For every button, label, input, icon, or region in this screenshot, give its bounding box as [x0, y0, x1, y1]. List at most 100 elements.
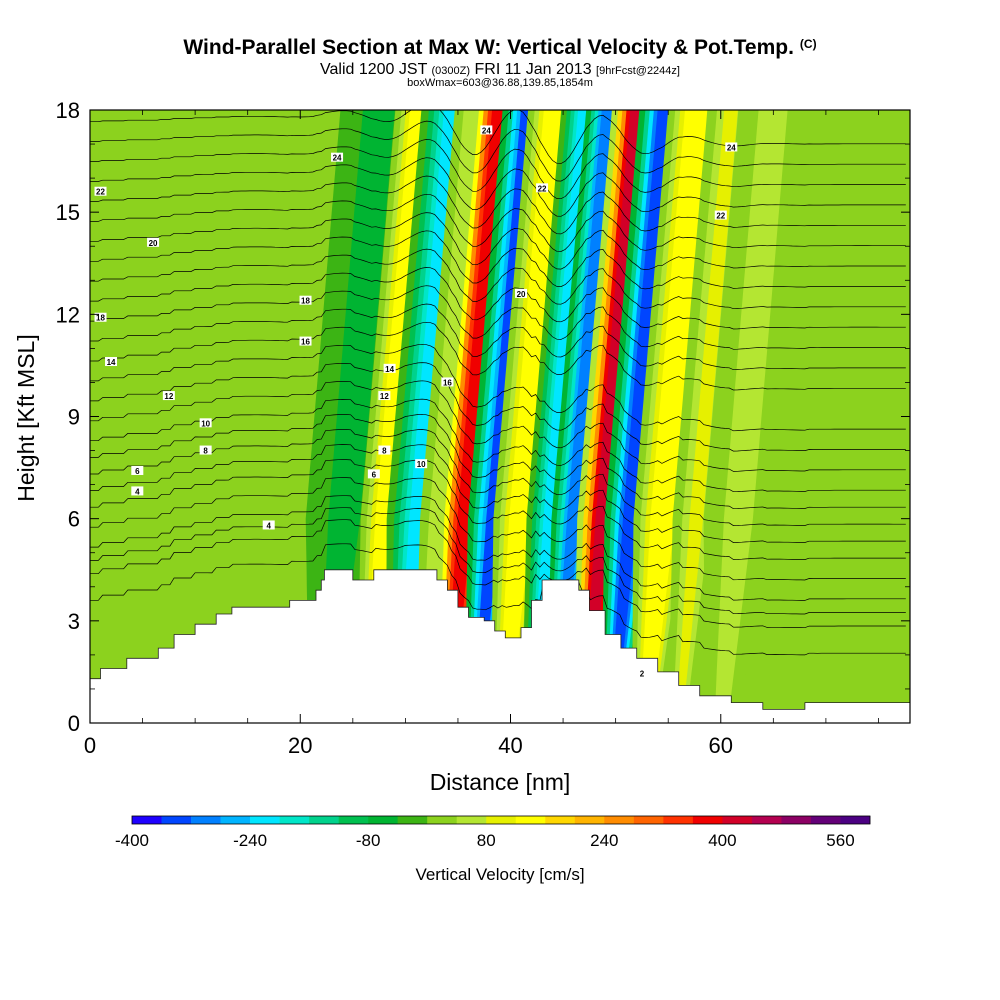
- theta-contour-3: [90, 495, 906, 601]
- contour-label-12: 14: [383, 363, 396, 374]
- theta-contour-12: [90, 343, 906, 432]
- contour-label-bg: [367, 469, 380, 479]
- y-tick-label: 6: [68, 507, 80, 532]
- theta-contour-24: [90, 120, 906, 182]
- contour-label-bg: [331, 152, 344, 162]
- contour-label-bg: [536, 183, 549, 193]
- terrain-fill: [90, 569, 910, 723]
- contour-label-1: 4: [262, 520, 275, 530]
- colorbar-swatch: [427, 816, 458, 824]
- theta-contour-15: [90, 285, 906, 350]
- contour-label-text: 6: [372, 470, 377, 479]
- contour-label-bg: [131, 486, 144, 496]
- theta-contour-11: [90, 362, 906, 452]
- axes: 0 20 40 60 0 3 6 9 12 15 18: [56, 98, 910, 758]
- contour-label-text: 18: [96, 314, 105, 323]
- colorbar-swatch: [161, 816, 192, 824]
- contour-label-10: 12: [378, 391, 391, 401]
- theta-contour-22: [90, 157, 906, 217]
- colorbar-label: 560: [826, 831, 854, 850]
- contour-label-7: 10: [199, 418, 212, 428]
- colorbar-swatch: [220, 816, 251, 824]
- contour-label-text: 4: [266, 521, 271, 530]
- theta-contour-23: [90, 139, 906, 200]
- colorbar-swatch: [633, 816, 664, 824]
- contour-label-text: 22: [96, 188, 105, 197]
- theta-contour-8: [90, 413, 906, 510]
- contour-label-text: 24: [727, 143, 736, 152]
- contour-label-text: 12: [164, 392, 173, 401]
- x-tick-label: 0: [84, 733, 96, 758]
- colorbar-frame: [131, 815, 871, 825]
- colorbar-swatch: [781, 816, 812, 824]
- contour-label-bg: [299, 336, 312, 346]
- colorbar-swatch: [545, 816, 576, 824]
- contour-label-text: 14: [107, 358, 116, 367]
- contour-label-3: 6: [131, 465, 144, 476]
- colorbar-swatch: [250, 816, 280, 824]
- colorbar-label: 400: [708, 831, 736, 850]
- colorbar-swatch: [456, 816, 487, 824]
- contour-label-text: 20: [149, 239, 158, 248]
- y-tick-label: 15: [56, 200, 80, 225]
- theta-contour-4: [90, 477, 906, 581]
- contour-label-text: 12: [380, 392, 389, 401]
- valid-time: Valid 1200 JST: [320, 61, 428, 78]
- colorbar-swatch: [191, 816, 221, 824]
- vertical-velocity-field: [305, 110, 808, 723]
- theta-contour-1: [90, 519, 906, 629]
- contour-label-bg: [378, 391, 391, 401]
- contour-label-bg: [725, 142, 738, 152]
- theta-contour-9: [90, 398, 906, 493]
- y-axis-title: Height [Kft MSL]: [13, 334, 39, 501]
- theta-contour-7: [90, 429, 906, 526]
- chart-title-text: Wind-Parallel Section at Max W: Vertical…: [183, 36, 794, 59]
- contour-label-bg: [714, 210, 727, 220]
- colorbar-swatch: [692, 816, 723, 824]
- contour-label-text: 18: [301, 297, 310, 306]
- title-mark: (C): [799, 37, 817, 51]
- colorbar-swatch: [810, 816, 841, 824]
- contour-label-6: 8: [378, 445, 391, 456]
- valid-date: FRI 11 Jan 2013: [474, 61, 592, 78]
- x-axis-title: Distance [nm]: [430, 769, 571, 795]
- contour-label-text: 10: [201, 419, 210, 428]
- contour-label-2: 4: [131, 486, 144, 496]
- theta-contour-19: [90, 212, 906, 270]
- x-tick-label: 20: [288, 733, 312, 758]
- colorbar-swatch: [663, 816, 694, 824]
- colorbar-swatch: [397, 816, 428, 824]
- theta-contour-16: [90, 267, 906, 330]
- contour-label-text: 10: [417, 460, 426, 469]
- chart-subtitle-2: boxWmax=603@36.88,139.85,1854m: [407, 77, 593, 89]
- colorbar-swatch: [515, 816, 546, 824]
- contour-label-text: 16: [443, 378, 452, 387]
- forecast-info: [9hrFcst@2244z]: [596, 65, 680, 77]
- contour-label-20: 22: [536, 183, 549, 193]
- contour-label-4: 6: [367, 469, 380, 479]
- theta-contour-18: [90, 230, 906, 290]
- contour-label-13: 16: [299, 336, 312, 347]
- colorbar-swatch: [751, 816, 782, 824]
- terrain-mask: [90, 569, 910, 723]
- contour-label-16: 18: [94, 312, 107, 323]
- colorbar-swatch: [338, 816, 369, 824]
- contour-label-8: 10: [415, 459, 428, 469]
- theta-contour-10: [90, 380, 906, 472]
- colorbar-swatch: [574, 816, 605, 824]
- contour-label-bg: [515, 288, 528, 298]
- contour-label-text: 4: [135, 487, 140, 496]
- contour-label-bg: [299, 295, 312, 305]
- x-tick-label: 40: [498, 733, 522, 758]
- contour-label-bg: [105, 357, 118, 367]
- theta-contour-25: [90, 110, 906, 164]
- contour-label-bg: [480, 125, 493, 135]
- contour-label-text: 6: [135, 467, 140, 476]
- colorbar: -400 -240 -80 80 240 400 560: [115, 815, 871, 850]
- chart-title: Wind-Parallel Section at Max W: Vertical…: [0, 36, 1000, 60]
- contour-label-23: 24: [480, 125, 493, 135]
- colorbar-label: 240: [590, 831, 618, 850]
- theta-contour-20: [90, 193, 906, 252]
- theta-contour-21: [90, 175, 906, 235]
